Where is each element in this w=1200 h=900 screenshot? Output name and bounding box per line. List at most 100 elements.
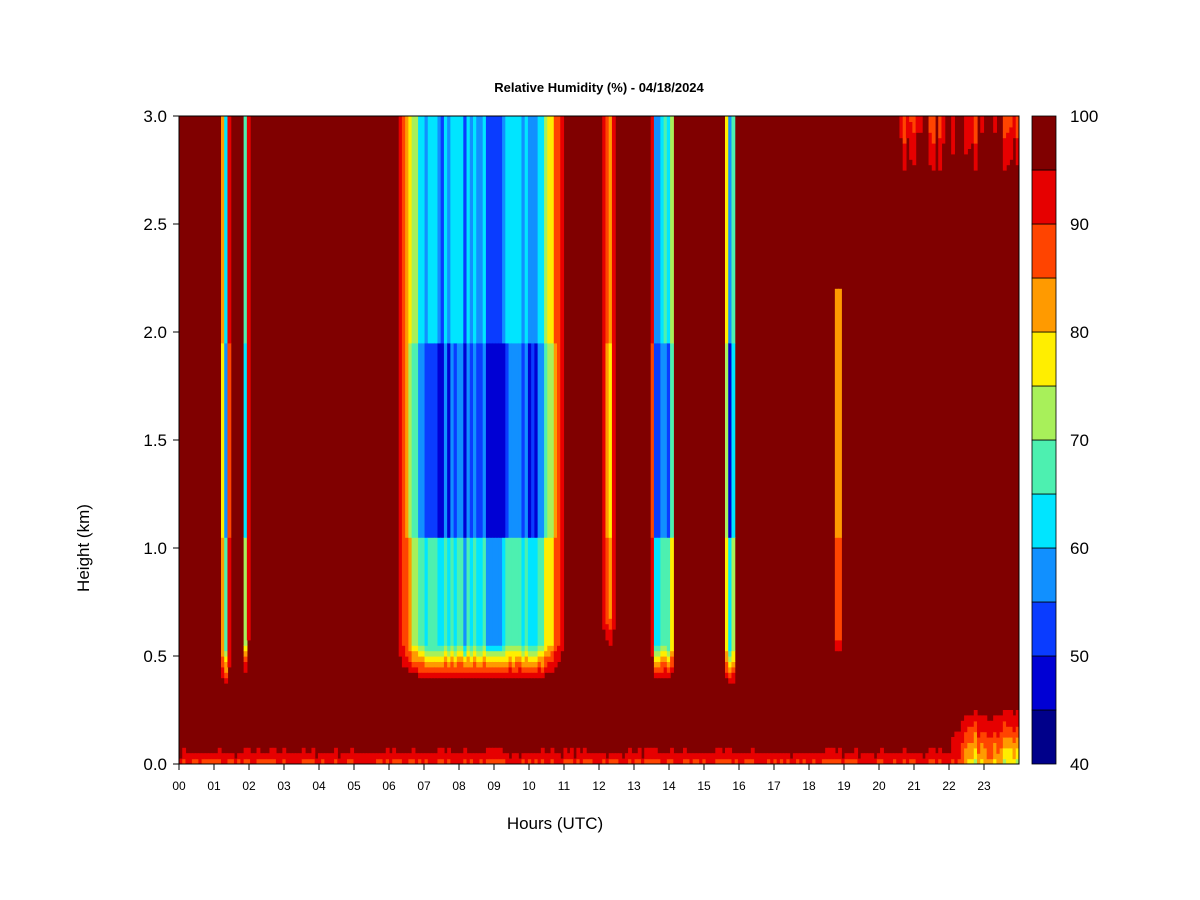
heatmap-cell bbox=[469, 753, 474, 760]
heatmap-cell bbox=[476, 650, 481, 657]
heatmap-cell bbox=[214, 753, 219, 760]
heatmap-cell bbox=[715, 758, 720, 764]
heatmap-cell bbox=[418, 758, 422, 764]
heatmap-cell bbox=[531, 656, 535, 662]
heatmap-cell bbox=[443, 645, 448, 652]
heatmap-cell bbox=[182, 747, 187, 760]
heatmap-cell bbox=[485, 672, 490, 679]
heatmap-cell bbox=[527, 650, 532, 657]
colorbar-segment bbox=[1031, 655, 1057, 711]
heatmap-cell bbox=[395, 758, 400, 764]
heatmap-cell bbox=[1002, 758, 1007, 764]
heatmap-cell bbox=[508, 645, 513, 652]
heatmap-cell bbox=[479, 758, 484, 764]
heatmap-cell bbox=[473, 672, 477, 679]
heatmap-cell bbox=[385, 747, 390, 760]
y-tick-label: 2.5 bbox=[143, 215, 167, 234]
heatmap-cell bbox=[553, 116, 558, 344]
heatmap-cell bbox=[628, 747, 632, 760]
heatmap-cell bbox=[450, 116, 455, 344]
heatmap-cell bbox=[566, 753, 571, 760]
heatmap-cell bbox=[537, 661, 542, 668]
heatmap-cell bbox=[1009, 726, 1014, 738]
heatmap-cell bbox=[495, 758, 500, 764]
heatmap-cell bbox=[498, 342, 503, 538]
heatmap-cell bbox=[980, 742, 985, 760]
heatmap-cell bbox=[469, 537, 474, 646]
heatmap-cell bbox=[1006, 710, 1010, 727]
heatmap-cell bbox=[821, 758, 826, 764]
heatmap-cell bbox=[553, 650, 558, 668]
heatmap-cell bbox=[456, 672, 461, 679]
heatmap-cell bbox=[931, 747, 936, 760]
heatmap-cell bbox=[854, 747, 859, 760]
heatmap-cell bbox=[502, 661, 506, 668]
heatmap-cell bbox=[663, 753, 668, 764]
heatmap-cell bbox=[1015, 726, 1019, 738]
heatmap-cell bbox=[447, 666, 451, 673]
colorbar-segment bbox=[1031, 115, 1057, 171]
heatmap-cell bbox=[414, 661, 419, 668]
heatmap-cell bbox=[411, 650, 416, 662]
colorbar-segment bbox=[1031, 493, 1057, 549]
heatmap-cell bbox=[534, 672, 539, 679]
heatmap-cell bbox=[408, 650, 413, 662]
heatmap-cell bbox=[437, 116, 442, 344]
heatmap-cell bbox=[582, 747, 587, 760]
heatmap-cell bbox=[301, 758, 306, 764]
heatmap-cell bbox=[544, 537, 548, 652]
heatmap-cell bbox=[437, 661, 442, 668]
y-tick-label: 1.0 bbox=[143, 539, 167, 558]
x-tick-label: 23 bbox=[977, 779, 991, 793]
heatmap-cell bbox=[511, 650, 516, 662]
heatmap-cell bbox=[301, 747, 306, 760]
heatmap-cell bbox=[431, 537, 435, 652]
heatmap-cell bbox=[553, 342, 558, 538]
heatmap-cell bbox=[838, 537, 842, 641]
heatmap-cell bbox=[728, 116, 733, 344]
heatmap-cell bbox=[821, 753, 826, 760]
heatmap-cell bbox=[573, 758, 577, 764]
heatmap-cell bbox=[569, 747, 574, 760]
heatmap-cell bbox=[453, 650, 458, 657]
heatmap-cell bbox=[531, 650, 535, 657]
heatmap-cell bbox=[666, 758, 671, 764]
heatmap-cell bbox=[650, 116, 655, 344]
heatmap-cell bbox=[731, 753, 736, 764]
heatmap-cell bbox=[553, 537, 558, 652]
heatmap-cell bbox=[1002, 720, 1007, 738]
heatmap-cell bbox=[670, 758, 674, 764]
heatmap-cell bbox=[731, 537, 736, 652]
heatmap-cell bbox=[721, 758, 726, 764]
heatmap-cell bbox=[405, 753, 409, 764]
heatmap-cell bbox=[728, 677, 733, 684]
heatmap-cell bbox=[427, 537, 432, 652]
heatmap-cell bbox=[495, 650, 500, 657]
heatmap-cell bbox=[466, 342, 471, 538]
colorbar-segment bbox=[1031, 601, 1057, 657]
heatmap-cell bbox=[221, 656, 225, 668]
heatmap-cell bbox=[602, 758, 607, 764]
heatmap-cell bbox=[983, 747, 988, 764]
heatmap-cell bbox=[495, 661, 500, 668]
heatmap-cell bbox=[657, 672, 661, 679]
heatmap-cell bbox=[602, 753, 607, 760]
heatmap-cell bbox=[524, 537, 529, 646]
heatmap-cell bbox=[657, 537, 661, 646]
heatmap-cell bbox=[838, 639, 842, 652]
heatmap-cell bbox=[725, 116, 729, 344]
heatmap-cell bbox=[825, 747, 829, 760]
heatmap-cell bbox=[534, 758, 539, 764]
heatmap-cell bbox=[838, 747, 842, 760]
heatmap-cell bbox=[314, 758, 319, 764]
heatmap-cell bbox=[815, 753, 820, 764]
heatmap-cell bbox=[327, 753, 332, 764]
x-tick-label: 09 bbox=[487, 779, 501, 793]
heatmap-cell bbox=[537, 645, 542, 652]
heatmap-cell bbox=[621, 758, 626, 764]
heatmap-cell bbox=[679, 753, 684, 764]
heatmap-cell bbox=[980, 758, 985, 764]
heatmap-cell bbox=[537, 650, 542, 657]
heatmap-cell bbox=[915, 753, 920, 764]
heatmap-cell bbox=[198, 753, 203, 764]
